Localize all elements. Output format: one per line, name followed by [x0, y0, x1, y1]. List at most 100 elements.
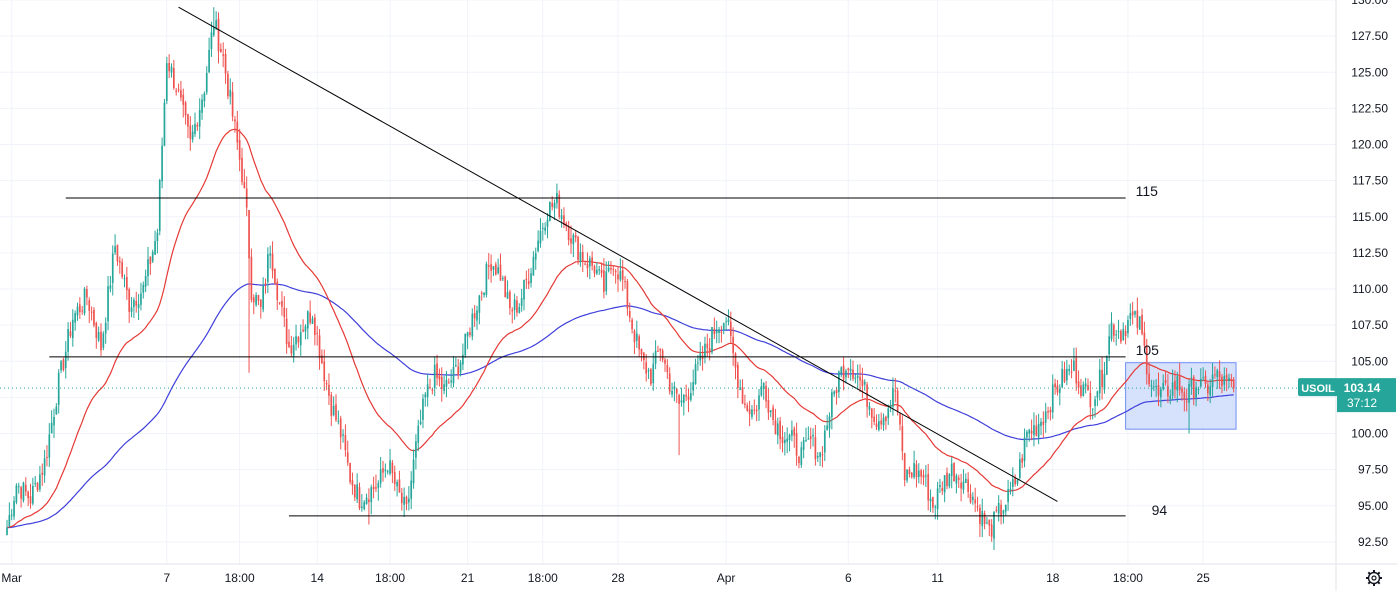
candle [17, 482, 20, 494]
candle [205, 66, 208, 95]
candle [899, 412, 901, 431]
candle [1084, 377, 1087, 394]
candle [882, 413, 885, 431]
candle [835, 386, 838, 405]
candle [304, 324, 307, 340]
candle [910, 472, 913, 479]
candle [682, 393, 685, 416]
candle [377, 480, 380, 501]
candle [744, 394, 746, 409]
candle [1035, 415, 1038, 437]
candle [1228, 373, 1230, 388]
candle [1040, 417, 1042, 436]
candle [868, 401, 871, 416]
candle [823, 425, 826, 461]
candle [471, 308, 474, 341]
candle [901, 415, 904, 461]
candle [755, 405, 758, 422]
candles [6, 7, 1235, 551]
candle [29, 483, 32, 509]
candle [274, 268, 276, 285]
x-tick-label: Mar [1, 571, 22, 585]
candle [189, 116, 192, 151]
candle [135, 291, 138, 313]
x-tick-label: Apr [717, 571, 736, 585]
candle [1221, 373, 1223, 394]
candle [560, 208, 563, 228]
candle [704, 336, 706, 364]
candle [673, 381, 676, 402]
candle [39, 465, 41, 492]
candle [118, 256, 121, 274]
candle [798, 455, 800, 469]
candle [330, 391, 333, 427]
candle [1185, 388, 1188, 412]
candle [198, 98, 201, 140]
candle [384, 463, 387, 478]
candle [222, 42, 225, 68]
candle [1007, 479, 1009, 511]
x-tick-label: 25 [1196, 571, 1210, 585]
candle [93, 307, 95, 328]
candle [1157, 372, 1160, 407]
candle [342, 429, 344, 443]
candle [774, 408, 777, 435]
x-tick-label: 11 [931, 571, 944, 585]
candle [1207, 381, 1209, 402]
candle [544, 222, 546, 235]
candle [1033, 412, 1035, 447]
candle [43, 449, 46, 483]
trend-line[interactable] [178, 6, 1058, 502]
candle [457, 359, 460, 380]
candle [1066, 359, 1068, 386]
candle [372, 476, 375, 499]
candle [873, 408, 875, 426]
candle [433, 356, 436, 397]
candle [997, 495, 1000, 522]
candle [299, 324, 302, 356]
candle [497, 258, 499, 275]
candle [1192, 374, 1195, 406]
candle [631, 317, 633, 334]
candle [878, 413, 880, 432]
candle [318, 329, 321, 370]
candle [598, 265, 601, 275]
candle [114, 234, 116, 256]
candle [772, 404, 774, 426]
y-tick-label: 117.50 [1352, 174, 1388, 188]
y-tick-label: 120.00 [1351, 138, 1388, 152]
candle [577, 235, 579, 265]
candle [180, 80, 182, 102]
candle [476, 305, 478, 330]
candle [854, 374, 857, 384]
gear-icon[interactable] [1366, 570, 1382, 586]
candle [365, 493, 368, 505]
x-tick-label: 21 [461, 571, 475, 585]
candle [363, 500, 366, 511]
candle [870, 408, 873, 429]
candle [339, 415, 342, 450]
moving-averages [6, 128, 1234, 529]
candle [579, 243, 582, 267]
candle [741, 379, 744, 405]
candle [55, 403, 58, 415]
candle [408, 486, 410, 511]
candle [1098, 358, 1101, 401]
candle [699, 341, 702, 366]
candle [15, 483, 18, 505]
candle [541, 222, 544, 241]
candle [711, 326, 713, 355]
candle [22, 481, 25, 503]
candle [405, 495, 408, 511]
candle [220, 43, 222, 53]
y-tick-label: 107.50 [1351, 318, 1388, 332]
candle [8, 502, 11, 528]
candle [480, 290, 483, 301]
candle [654, 340, 657, 370]
candle [46, 445, 48, 467]
candle [478, 294, 481, 325]
candle [732, 327, 734, 366]
